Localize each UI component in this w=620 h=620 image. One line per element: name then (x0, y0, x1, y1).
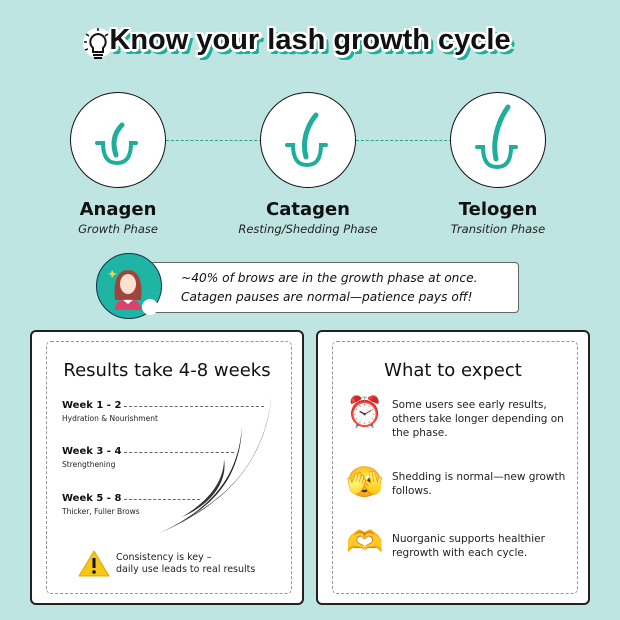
card-title: What to expect (384, 360, 522, 381)
banner-line: ~40% of brows are in the growth phase at… (181, 271, 478, 285)
expect-item-text: Some users see early results, others tak… (392, 399, 564, 439)
phase-name: Telogen (458, 199, 538, 220)
consistency-note: Consistency is key – daily use leads to … (116, 552, 255, 576)
note-line: Consistency is key – (116, 552, 212, 563)
eyebrow-hair-illustration (160, 395, 272, 533)
peeking-face-icon: 🫣 (346, 465, 384, 500)
week-label: Week 3 - 4 (62, 446, 122, 457)
telogen-circle (450, 92, 546, 188)
note-line: daily use leads to real results (116, 564, 256, 575)
expect-item-text: Shedding is normal—new growth follows. (392, 471, 566, 497)
week-desc: Thicker, Fuller Brows (62, 507, 140, 516)
expect-card: What to expect ⏰ Some users see early re… (316, 330, 590, 605)
page-title: Know your lash growth cycle (109, 24, 511, 56)
banner-line: Catagen pauses are normal—patience pays … (181, 290, 473, 304)
card-title: Results take 4-8 weeks (63, 360, 271, 381)
week-label: Week 1 - 2 (62, 400, 122, 411)
phase-name: Anagen (79, 199, 157, 220)
woman-icon (108, 270, 158, 315)
week-desc: Strengthening (62, 460, 116, 469)
week-desc: Hydration & Nourishment (62, 414, 158, 423)
week-line (124, 499, 200, 500)
hair-follicle-icon (285, 112, 328, 168)
heart-hands-icon: 🫶 (346, 525, 384, 560)
phase-name: Catagen (265, 199, 350, 220)
hair-follicle-icon (475, 104, 518, 170)
week-line (124, 406, 264, 407)
connector-line (166, 140, 262, 141)
phase-subtitle: Transition Phase (450, 222, 546, 236)
alarm-clock-icon: ⏰ (346, 395, 384, 430)
avatar (96, 253, 162, 319)
results-card: Results take 4-8 weeks Week 1 - 2 Hydrat… (30, 330, 304, 605)
hair-follicle-icon (95, 122, 138, 166)
tip-banner: ~40% of brows are in the growth phase at… (150, 262, 519, 313)
connector-line (356, 140, 452, 141)
expect-item-text: Nuorganic supports healthier regrowth wi… (392, 533, 545, 559)
phase-subtitle: Growth Phase (78, 222, 158, 236)
phase-subtitle: Resting/Shedding Phase (238, 222, 378, 236)
week-line (124, 452, 234, 453)
week-label: Week 5 - 8 (62, 493, 122, 504)
warning-icon (78, 550, 110, 577)
anagen-circle (70, 92, 166, 188)
lightbulb-icon (83, 28, 113, 59)
catagen-circle (260, 92, 356, 188)
